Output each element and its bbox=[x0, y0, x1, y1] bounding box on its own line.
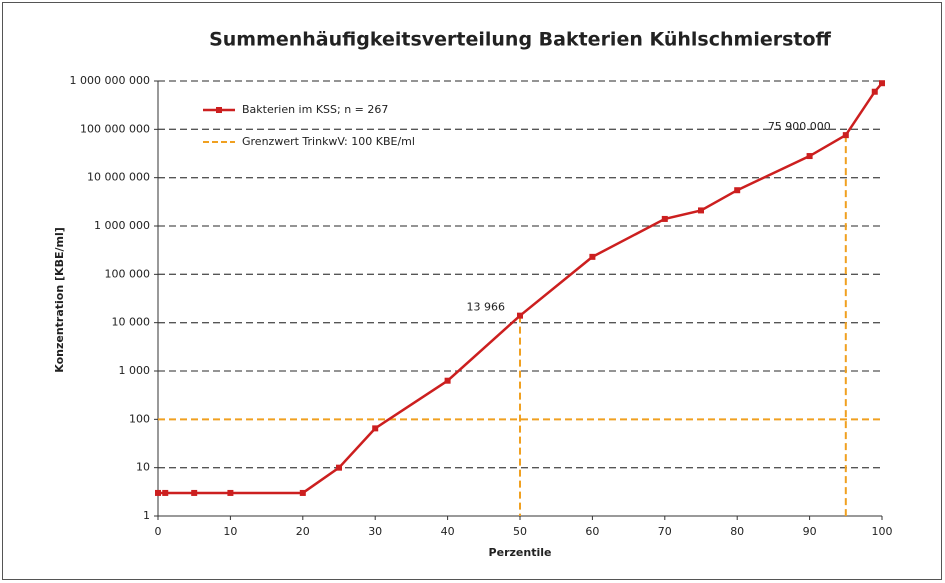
data-point bbox=[879, 80, 885, 87]
data-point bbox=[299, 489, 306, 496]
x-tick-label: 40 bbox=[441, 525, 455, 538]
data-point bbox=[155, 489, 161, 496]
x-tick-label: 100 bbox=[872, 525, 893, 538]
x-tick-label: 50 bbox=[513, 525, 527, 538]
y-tick-label: 100 000 000 bbox=[80, 122, 150, 135]
data-point bbox=[871, 88, 878, 95]
y-tick-label: 10 000 bbox=[112, 316, 151, 329]
data-point bbox=[589, 253, 596, 260]
x-tick-label: 70 bbox=[658, 525, 672, 538]
y-tick-label: 1 000 bbox=[119, 364, 151, 377]
chart-title: Summenhäufigkeitsverteilung Bakterien Kü… bbox=[209, 29, 831, 51]
legend-label: Grenzwert TrinkwV: 100 KBE/ml bbox=[242, 135, 415, 148]
legend-marker bbox=[216, 107, 222, 113]
data-point bbox=[444, 377, 451, 384]
x-axis-label: Perzentile bbox=[489, 546, 552, 559]
data-point bbox=[661, 215, 668, 222]
data-point bbox=[336, 464, 342, 471]
x-tick-label: 20 bbox=[296, 525, 310, 538]
legend-label: Bakterien im KSS; n = 267 bbox=[242, 103, 388, 116]
y-axis-label: Konzentration [KBE/ml] bbox=[53, 227, 66, 373]
y-tick-label: 10 000 000 bbox=[87, 171, 150, 184]
x-tick-label: 10 bbox=[223, 525, 237, 538]
x-tick-label: 90 bbox=[803, 525, 817, 538]
data-point bbox=[517, 312, 523, 319]
data-point bbox=[162, 489, 169, 496]
annotation: 13 966 bbox=[467, 301, 506, 314]
y-tick-label: 10 bbox=[136, 461, 150, 474]
y-tick-label: 1 bbox=[143, 509, 150, 522]
data-point bbox=[806, 153, 813, 160]
x-tick-label: 80 bbox=[730, 525, 744, 538]
data-point bbox=[842, 132, 849, 139]
y-tick-label: 1 000 000 000 bbox=[70, 74, 150, 87]
x-tick-label: 60 bbox=[585, 525, 599, 538]
y-tick-label: 100 000 bbox=[105, 267, 151, 280]
x-tick-label: 30 bbox=[368, 525, 382, 538]
data-point bbox=[191, 489, 198, 496]
data-point bbox=[227, 489, 234, 496]
y-tick-label: 100 bbox=[129, 412, 150, 425]
y-tick-label: 1 000 000 bbox=[94, 219, 150, 232]
data-point bbox=[698, 207, 704, 214]
data-point bbox=[372, 425, 379, 432]
x-tick-label: 0 bbox=[155, 525, 162, 538]
data-point bbox=[734, 187, 741, 194]
annotation: 75 900 000 bbox=[768, 120, 831, 133]
